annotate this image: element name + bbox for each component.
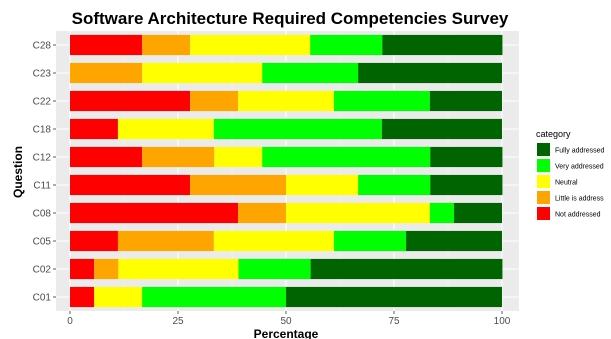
bar-c08-not-addressed [70, 202, 239, 224]
bar-c05-very-addressed [333, 230, 407, 252]
bar-c22-very-addressed [333, 90, 430, 112]
legend-key [537, 191, 550, 204]
y-tick-label: C02 [33, 265, 52, 276]
bar-c02-not-addressed [70, 258, 95, 280]
bar-c28-neutral [190, 34, 311, 56]
bar-c01-not-addressed [70, 286, 95, 308]
bar-c01-neutral [94, 286, 143, 308]
bar-c12-little-is-address [142, 146, 215, 168]
bar-c23-little-is-address [70, 62, 143, 84]
x-axis-ticks: 0 25 50 75 100 [67, 311, 511, 327]
bar-c18-very-addressed [213, 118, 382, 140]
legend-label: Little is address [555, 196, 604, 203]
x-tick-label: 100 [494, 316, 511, 327]
y-tick-label: C28 [33, 41, 52, 52]
y-tick-label: C18 [33, 125, 52, 136]
bar-c18-not-addressed [70, 118, 118, 140]
bar-c28-fully-addressed [382, 34, 503, 56]
bar-c12-very-addressed [262, 146, 431, 168]
bar-c23-neutral [142, 62, 263, 84]
y-tick-label: C11 [33, 181, 51, 192]
bar-c11-not-addressed [70, 174, 191, 196]
bar-c08-neutral [286, 202, 430, 224]
bar-c22-little-is-address [190, 90, 239, 112]
legend-key [537, 143, 550, 156]
x-axis-title: Percentage [254, 327, 319, 339]
bar-c18-fully-addressed [381, 118, 502, 140]
bar-c18-neutral [117, 118, 214, 140]
bar-c08-little-is-address [238, 202, 286, 224]
x-tick-label: 75 [388, 316, 400, 327]
legend-label: Fully addressed [555, 148, 605, 155]
bar-c22-neutral [238, 90, 334, 112]
legend-label: Neutral [555, 180, 578, 187]
y-tick-label: C22 [33, 97, 52, 108]
y-tick-label: C01 [33, 293, 52, 304]
bar-c23-very-addressed [262, 62, 359, 84]
y-tick-label: C08 [33, 209, 52, 220]
bar-c23-fully-addressed [358, 62, 502, 84]
x-tick-label: 0 [67, 316, 73, 327]
bar-c08-very-addressed [429, 202, 455, 224]
bar-c11-very-addressed [358, 174, 431, 196]
bar-c05-not-addressed [70, 230, 118, 252]
bar-c05-neutral [213, 230, 334, 252]
legend-label: Not addressed [555, 212, 601, 219]
bar-c01-fully-addressed [286, 286, 502, 308]
chart-title: Software Architecture Required Competenc… [72, 9, 509, 28]
bar-c02-fully-addressed [310, 258, 503, 280]
bar-c05-fully-addressed [406, 230, 502, 252]
y-axis-ticks: C28 C23 C22 C18 C12 C11 C08 C05 C02 C01 [33, 41, 56, 304]
y-tick-label: C05 [33, 237, 52, 248]
bar-c11-neutral [286, 174, 359, 196]
bar-c11-fully-addressed [430, 174, 503, 196]
x-tick-label: 50 [280, 316, 292, 327]
bar-c08-fully-addressed [454, 202, 502, 224]
bar-c01-very-addressed [142, 286, 286, 308]
y-tick-label: C23 [33, 69, 52, 80]
legend-key [537, 207, 550, 220]
y-tick-label: C12 [33, 153, 52, 164]
bar-c11-little-is-address [190, 174, 286, 196]
legend-key [537, 175, 550, 188]
legend-label: Very addressed [555, 164, 604, 171]
legend-key [537, 159, 550, 172]
bar-c28-very-addressed [310, 34, 383, 56]
legend: category Fully addressed Very addressed Ne… [536, 129, 605, 220]
bar-c02-very-addressed [238, 258, 311, 280]
bar-c12-fully-addressed [430, 146, 503, 168]
bar-c02-neutral [118, 258, 239, 280]
y-axis-title: Question [11, 146, 25, 198]
bar-c28-little-is-address [142, 34, 191, 56]
bar-c05-little-is-address [117, 230, 214, 252]
x-tick-label: 25 [172, 316, 184, 327]
bar-c02-little-is-address [94, 258, 119, 280]
bar-c12-not-addressed [70, 146, 143, 168]
bar-c12-neutral [214, 146, 263, 168]
legend-title: category [536, 129, 571, 139]
bar-c28-not-addressed [70, 34, 143, 56]
bar-c22-fully-addressed [429, 90, 502, 112]
bar-c22-not-addressed [70, 90, 191, 112]
bars [70, 34, 503, 308]
